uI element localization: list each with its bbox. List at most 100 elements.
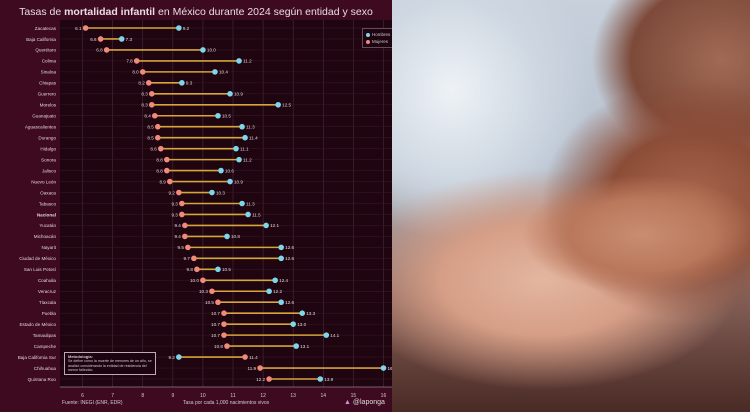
point-hombres <box>380 365 387 371</box>
data-label: 12.2 <box>273 289 282 294</box>
data-label: 12.5 <box>282 103 291 108</box>
point-mujeres <box>151 112 158 119</box>
x-tick-label: 6 <box>81 393 84 399</box>
point-hombres <box>218 167 224 174</box>
y-tick-label: Chihuahua <box>34 366 57 371</box>
source-note: Fuente: INEGI (ENR, EDR) <box>62 400 123 406</box>
point-mujeres <box>145 80 152 86</box>
point-hombres <box>224 233 230 240</box>
data-label: 7.3 <box>126 37 133 42</box>
data-label: 12.6 <box>285 245 294 250</box>
y-tick-label: Guerrero <box>38 92 57 97</box>
point-mujeres <box>200 277 206 284</box>
point-hombres <box>278 244 284 251</box>
credit-text: @laponga <box>352 399 385 406</box>
data-label: 10.5 <box>222 114 231 119</box>
point-hombres <box>263 222 269 229</box>
data-label: 9.4 <box>174 223 181 228</box>
x-tick-label: 12 <box>260 393 266 399</box>
y-tick-label: Morelos <box>40 103 57 108</box>
data-label: 8.3 <box>141 92 148 97</box>
data-label: 11.1 <box>240 146 249 151</box>
data-label: 13.9 <box>324 377 333 382</box>
data-label: 10.9 <box>234 92 243 97</box>
data-label: 7.8 <box>126 59 133 64</box>
data-label: 6.6 <box>90 37 97 42</box>
legend-item-hombres: Hombres <box>366 31 392 38</box>
data-label: 9.4 <box>174 234 181 239</box>
point-mujeres <box>148 101 155 108</box>
chart-panel: Tasas de mortalidad infantil en México d… <box>17 6 392 406</box>
legend-dot-hombres <box>366 32 370 37</box>
point-mujeres <box>221 310 227 316</box>
y-tick-label: San Luis Potosí <box>24 267 57 272</box>
y-tick-label: Colima <box>42 59 57 64</box>
point-mujeres <box>185 244 191 251</box>
point-hombres <box>266 288 272 295</box>
data-label: 10.3 <box>216 190 225 195</box>
data-label: 10.9 <box>234 179 243 184</box>
data-label: 10.0 <box>190 278 199 283</box>
data-label: 16.0 <box>387 366 392 371</box>
point-mujeres <box>167 178 173 185</box>
y-tick-label: Veracruz <box>38 289 57 294</box>
data-label: 10.0 <box>207 48 216 53</box>
data-label: 8.6 <box>150 146 157 151</box>
point-mujeres <box>191 255 197 262</box>
y-tick-label: Tlaxcala <box>39 300 57 305</box>
data-label: 11.3 <box>246 125 255 130</box>
title-prefix: Tasas de <box>19 6 65 18</box>
data-label: 12.2 <box>256 377 265 382</box>
point-mujeres <box>158 145 164 152</box>
methodology-heading: Metodología: <box>68 354 93 359</box>
point-hombres <box>176 354 182 360</box>
point-hombres <box>290 321 296 327</box>
point-mujeres <box>103 47 110 53</box>
data-label: 8.5 <box>147 135 154 140</box>
data-label: 11.4 <box>249 135 258 140</box>
data-label: 10.8 <box>231 234 240 239</box>
point-hombres <box>227 91 233 97</box>
point-hombres <box>245 211 251 218</box>
legend-label: Mujeres <box>372 39 389 44</box>
point-hombres <box>227 178 233 185</box>
y-tick-label: Yucatán <box>39 223 56 228</box>
data-label: 11.2 <box>243 157 252 162</box>
data-label: 8.5 <box>147 125 154 130</box>
y-tick-label: Aguascalientes <box>25 125 57 130</box>
point-mujeres <box>224 343 230 349</box>
y-tick-label: Nacional <box>37 212 56 217</box>
point-mujeres <box>97 36 104 42</box>
point-hombres <box>317 376 324 382</box>
data-label: 11.2 <box>243 59 252 64</box>
data-label: 8.8 <box>156 168 163 173</box>
point-hombres <box>209 189 215 196</box>
data-label: 14.1 <box>330 333 339 338</box>
y-tick-label: Oaxaca <box>40 190 56 195</box>
data-label: 10.7 <box>211 311 220 316</box>
point-mujeres <box>82 25 89 31</box>
data-label: 9.3 <box>186 81 193 86</box>
point-mujeres <box>164 167 170 174</box>
x-tick-label: 9 <box>171 393 174 399</box>
data-label: 9.8 <box>187 267 194 272</box>
point-hombres <box>275 101 281 108</box>
title-bold: mortalidad infantil <box>64 6 156 18</box>
credit: ▲ @laponga <box>344 399 385 406</box>
point-mujeres <box>266 376 272 382</box>
point-mujeres <box>179 211 185 218</box>
point-mujeres <box>194 266 200 273</box>
point-hombres <box>293 343 300 349</box>
point-mujeres <box>133 58 140 64</box>
data-label: 8.9 <box>159 179 166 184</box>
point-mujeres <box>164 156 170 163</box>
data-label: 10.8 <box>214 344 223 349</box>
data-label: 10.7 <box>211 322 220 327</box>
point-mujeres <box>242 354 248 360</box>
data-label: 8.3 <box>141 103 148 108</box>
data-label: 6.8 <box>96 48 103 53</box>
point-hombres <box>236 58 242 64</box>
y-tick-label: Campeche <box>34 344 57 349</box>
x-tick-label: 16 <box>381 393 387 399</box>
point-hombres <box>212 69 218 75</box>
